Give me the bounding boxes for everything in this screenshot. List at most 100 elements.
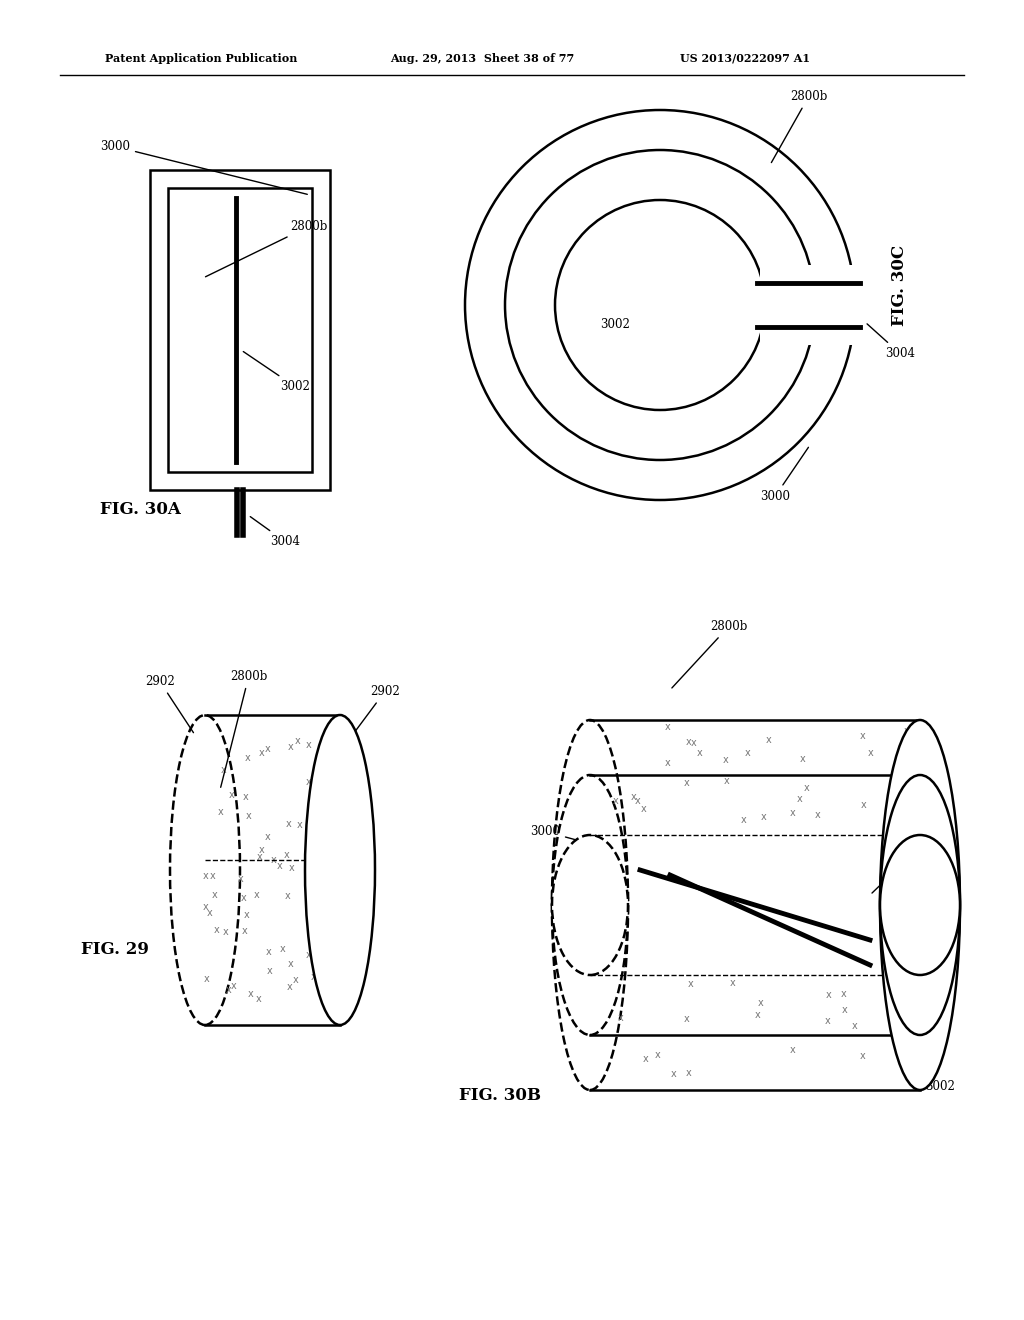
- Text: 3000: 3000: [530, 825, 592, 845]
- Text: x: x: [254, 890, 260, 900]
- Text: x: x: [288, 960, 294, 969]
- Text: 3002: 3002: [244, 351, 310, 393]
- Text: 2800b: 2800b: [221, 671, 267, 787]
- Text: x: x: [220, 766, 226, 775]
- Text: Aug. 29, 2013  Sheet 38 of 77: Aug. 29, 2013 Sheet 38 of 77: [390, 53, 574, 63]
- Text: x: x: [258, 747, 264, 758]
- Text: x: x: [741, 814, 746, 825]
- Text: x: x: [897, 1022, 903, 1031]
- Text: x: x: [914, 722, 920, 733]
- Text: x: x: [665, 758, 671, 768]
- Text: x: x: [612, 796, 618, 807]
- Text: x: x: [226, 985, 231, 995]
- Text: x: x: [238, 874, 244, 884]
- Text: x: x: [265, 744, 270, 754]
- Text: FIG. 30A: FIG. 30A: [99, 502, 180, 519]
- Text: x: x: [324, 974, 330, 985]
- Text: x: x: [665, 722, 671, 733]
- Text: x: x: [332, 771, 337, 780]
- Text: Patent Application Publication: Patent Application Publication: [105, 53, 297, 63]
- Ellipse shape: [880, 775, 961, 1035]
- Text: x: x: [723, 755, 729, 764]
- Text: x: x: [230, 981, 236, 990]
- Bar: [760, 265, 874, 345]
- Text: x: x: [287, 982, 292, 993]
- Text: x: x: [257, 853, 263, 862]
- Text: x: x: [297, 820, 303, 830]
- Text: x: x: [790, 808, 796, 817]
- Text: x: x: [246, 810, 251, 821]
- Text: x: x: [841, 989, 847, 999]
- Text: FIG. 29: FIG. 29: [81, 941, 148, 958]
- Text: x: x: [324, 743, 330, 754]
- Text: 3002: 3002: [600, 318, 630, 331]
- Bar: [150, 170, 330, 490]
- Text: x: x: [641, 804, 647, 814]
- Text: x: x: [690, 738, 696, 747]
- Text: x: x: [330, 851, 335, 861]
- Text: x: x: [642, 1055, 648, 1064]
- Text: x: x: [295, 735, 301, 746]
- Text: x: x: [618, 1012, 624, 1023]
- Text: x: x: [860, 1051, 865, 1060]
- Text: FIG. 30C: FIG. 30C: [892, 244, 908, 326]
- Ellipse shape: [305, 715, 375, 1026]
- Text: x: x: [289, 863, 295, 873]
- Text: x: x: [791, 1045, 796, 1055]
- Text: x: x: [242, 925, 247, 936]
- Text: x: x: [631, 792, 637, 803]
- Text: 2902: 2902: [145, 675, 194, 733]
- Text: x: x: [851, 1020, 857, 1031]
- Text: 2800b: 2800b: [206, 220, 328, 277]
- Text: x: x: [332, 841, 337, 850]
- Text: x: x: [248, 989, 253, 999]
- Text: x: x: [671, 1069, 676, 1078]
- Text: 2902: 2902: [347, 685, 399, 743]
- Ellipse shape: [170, 715, 240, 1026]
- Text: x: x: [267, 966, 272, 975]
- Text: x: x: [915, 759, 922, 768]
- Text: x: x: [210, 871, 215, 880]
- Text: US 2013/0222097 A1: US 2013/0222097 A1: [680, 53, 810, 63]
- Text: x: x: [203, 902, 209, 912]
- Text: x: x: [212, 890, 218, 900]
- Text: x: x: [264, 832, 270, 842]
- Text: x: x: [285, 891, 291, 902]
- Text: x: x: [685, 737, 691, 747]
- Text: x: x: [286, 818, 292, 829]
- Text: x: x: [826, 990, 831, 1001]
- Text: 3000: 3000: [100, 140, 307, 194]
- Text: x: x: [284, 850, 290, 861]
- Ellipse shape: [880, 719, 961, 1090]
- Text: x: x: [259, 845, 264, 855]
- Text: x: x: [243, 792, 249, 803]
- Text: x: x: [686, 1068, 691, 1078]
- Text: x: x: [687, 978, 693, 989]
- Bar: [168, 187, 312, 473]
- Text: 3000: 3000: [760, 447, 808, 503]
- Text: x: x: [635, 796, 640, 807]
- Text: x: x: [766, 735, 772, 744]
- Ellipse shape: [552, 775, 628, 1035]
- Text: x: x: [270, 855, 276, 865]
- Text: x: x: [223, 928, 228, 937]
- Text: x: x: [330, 958, 336, 968]
- Text: x: x: [310, 972, 316, 982]
- Text: x: x: [755, 1011, 760, 1020]
- Text: x: x: [903, 726, 909, 735]
- Ellipse shape: [552, 836, 628, 975]
- Text: x: x: [206, 908, 212, 917]
- Bar: [590, 719, 920, 1090]
- Text: x: x: [280, 944, 285, 954]
- Text: x: x: [306, 776, 311, 787]
- Text: x: x: [330, 957, 335, 966]
- Text: x: x: [758, 998, 763, 1008]
- Text: x: x: [305, 741, 311, 750]
- Text: x: x: [696, 747, 702, 758]
- Text: x: x: [203, 870, 208, 880]
- Text: x: x: [800, 754, 806, 764]
- Text: x: x: [724, 776, 730, 785]
- Text: x: x: [293, 975, 298, 985]
- Text: x: x: [804, 783, 810, 793]
- Text: x: x: [684, 1014, 689, 1024]
